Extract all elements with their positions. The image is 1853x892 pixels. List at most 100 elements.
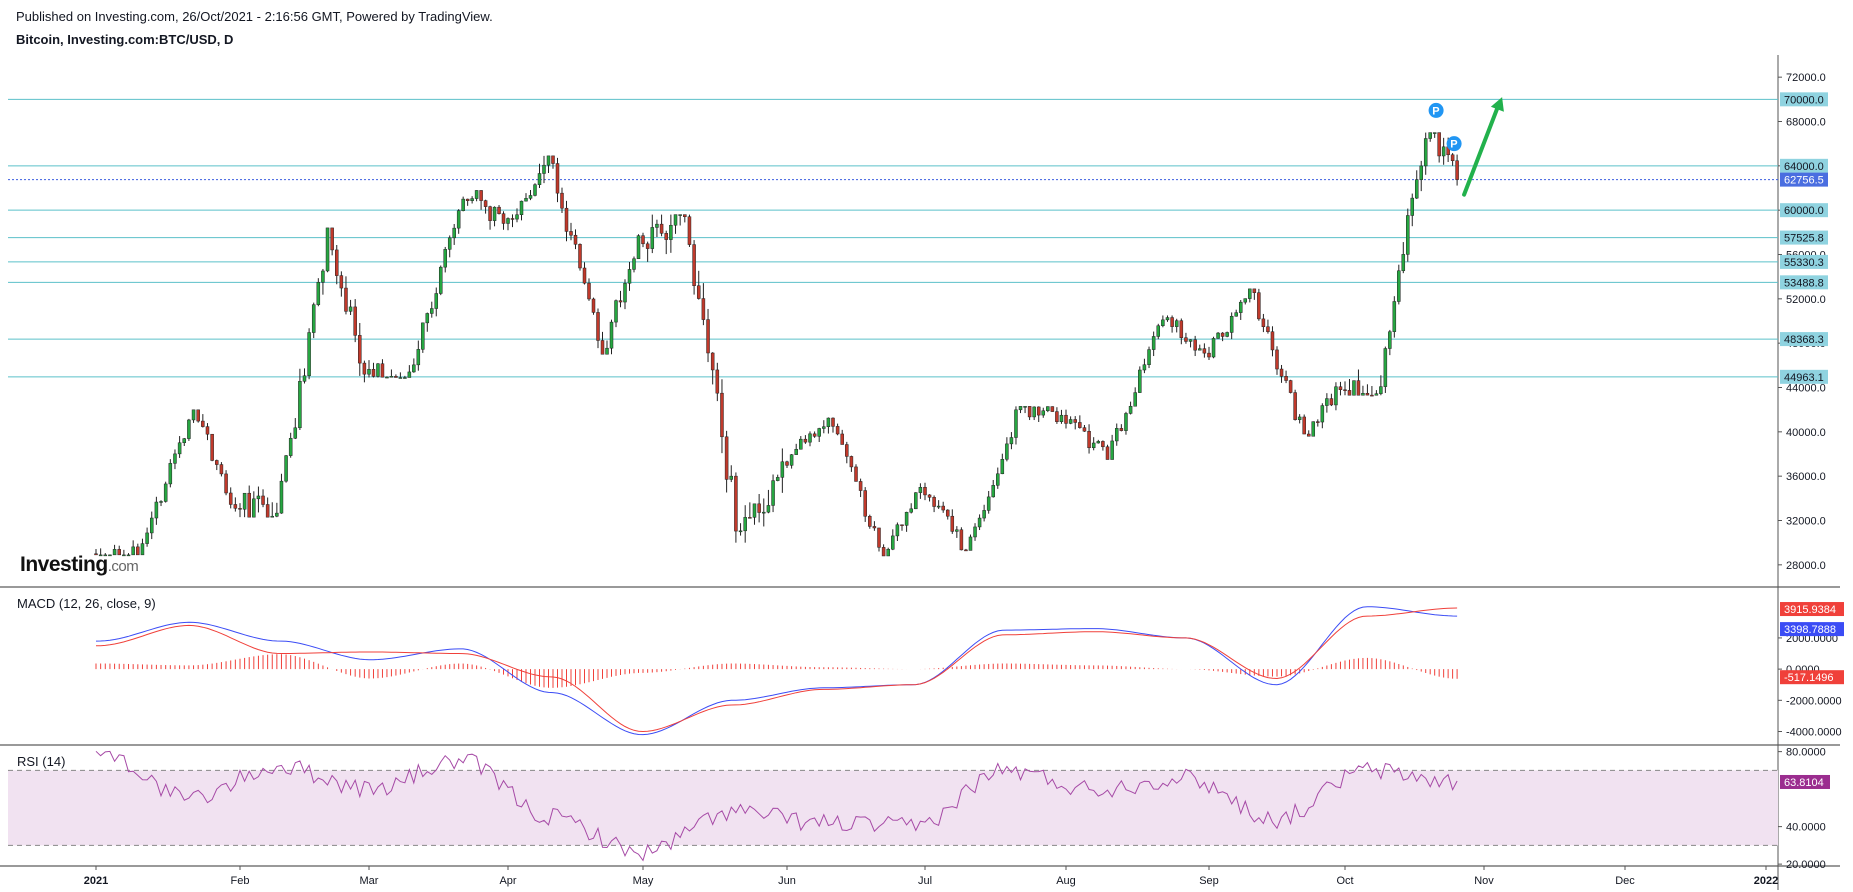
macd-tag bbox=[1780, 670, 1844, 685]
candle-body bbox=[510, 218, 515, 220]
candle-body bbox=[1170, 317, 1174, 327]
candle-body bbox=[497, 206, 501, 214]
candle-body bbox=[955, 529, 959, 532]
candle-body bbox=[1142, 364, 1147, 371]
candle-body bbox=[288, 437, 293, 456]
candle-body bbox=[265, 504, 270, 518]
candle-body bbox=[1073, 419, 1077, 423]
candle-body bbox=[1441, 146, 1446, 157]
candle-body bbox=[479, 190, 483, 201]
candle-body bbox=[900, 524, 904, 526]
candle-body bbox=[1050, 406, 1055, 412]
candle-body bbox=[452, 227, 456, 239]
candle-body bbox=[692, 244, 696, 286]
level-tag bbox=[1780, 254, 1828, 269]
level-tag-label: 53488.8 bbox=[1784, 277, 1824, 289]
level-tag bbox=[1780, 158, 1828, 173]
candle-body bbox=[196, 409, 200, 422]
candle-body bbox=[794, 448, 798, 455]
candle-body bbox=[1284, 376, 1288, 381]
candle-body bbox=[1009, 437, 1014, 445]
macd-title: MACD (12, 26, close, 9) bbox=[17, 596, 156, 611]
candle-body bbox=[353, 306, 357, 336]
candle-body bbox=[785, 461, 789, 466]
chart-header: Published on Investing.com, 26/Oct/2021 … bbox=[16, 9, 493, 48]
candle-body bbox=[936, 505, 941, 508]
candle-body bbox=[1005, 443, 1009, 460]
candle-body bbox=[1320, 405, 1325, 423]
candle-body bbox=[582, 267, 587, 284]
candle-body bbox=[706, 319, 710, 354]
candle-body bbox=[506, 218, 510, 224]
candle-body bbox=[1297, 416, 1302, 420]
pivot-marker bbox=[1428, 102, 1444, 118]
candle-body bbox=[950, 515, 955, 532]
candle-body bbox=[1110, 440, 1114, 460]
candle-body bbox=[923, 487, 927, 496]
candle-body bbox=[358, 335, 362, 364]
candle-body bbox=[330, 227, 334, 251]
candle-body bbox=[587, 282, 591, 300]
candle-body bbox=[173, 453, 177, 464]
candle-body bbox=[154, 501, 159, 519]
candle-body bbox=[636, 235, 641, 260]
time-tick-label: May bbox=[633, 875, 654, 887]
level-tag-label: 55330.3 bbox=[1784, 257, 1824, 269]
candle-body bbox=[826, 417, 831, 427]
candle-body bbox=[205, 426, 210, 435]
candle-body bbox=[1288, 380, 1293, 393]
candle-body bbox=[430, 308, 434, 314]
candle-body bbox=[1311, 421, 1316, 437]
investing-logo: Investing.com bbox=[20, 553, 138, 576]
candle-body bbox=[416, 349, 421, 366]
candle-body bbox=[371, 369, 376, 377]
candle-body bbox=[149, 517, 154, 534]
candle-body bbox=[103, 554, 108, 557]
candle-body bbox=[868, 515, 872, 527]
candle-body bbox=[835, 426, 840, 435]
candle-body bbox=[683, 214, 687, 217]
candle-body bbox=[1428, 132, 1432, 139]
candle-body bbox=[461, 198, 465, 211]
candle-body bbox=[812, 433, 817, 437]
candle-body bbox=[877, 527, 881, 548]
candle-body bbox=[1248, 288, 1252, 299]
candle-body bbox=[1279, 368, 1284, 377]
candle-body bbox=[696, 285, 701, 299]
candle-body bbox=[564, 207, 569, 232]
candle-body bbox=[394, 376, 398, 378]
candle-body bbox=[398, 377, 403, 379]
candle-body bbox=[1293, 392, 1297, 420]
candle-body bbox=[729, 475, 734, 480]
candle-body bbox=[596, 312, 600, 341]
candle-body bbox=[1423, 138, 1428, 167]
candle-body bbox=[605, 347, 609, 355]
candle-body bbox=[407, 371, 412, 378]
time-tick-label: 2021 bbox=[84, 875, 108, 887]
macd-tag bbox=[1780, 602, 1844, 617]
candle-body bbox=[808, 433, 812, 443]
candle-body bbox=[1147, 349, 1151, 365]
candle-body bbox=[1410, 197, 1415, 216]
candle-body bbox=[996, 473, 1000, 486]
candle-body bbox=[376, 363, 380, 377]
candle-body bbox=[881, 547, 886, 557]
candle-body bbox=[1270, 331, 1275, 351]
candle-body bbox=[618, 300, 623, 303]
candle-body bbox=[701, 298, 706, 320]
candle-body bbox=[348, 306, 353, 312]
candle-body bbox=[1302, 416, 1306, 435]
candle-body bbox=[228, 492, 233, 505]
candle-body bbox=[1179, 320, 1184, 338]
candle-body bbox=[1036, 406, 1041, 416]
candle-body bbox=[1174, 320, 1179, 327]
candle-body bbox=[659, 223, 664, 234]
candle-body bbox=[822, 426, 826, 429]
candle-body bbox=[1347, 390, 1352, 396]
candle-body bbox=[1392, 301, 1397, 332]
current-price-tag bbox=[1780, 172, 1828, 187]
published-info: Published on Investing.com, 26/Oct/2021 … bbox=[16, 9, 493, 24]
candle-body bbox=[163, 483, 168, 502]
macd-tag-label: 3398.7888 bbox=[1784, 624, 1836, 636]
